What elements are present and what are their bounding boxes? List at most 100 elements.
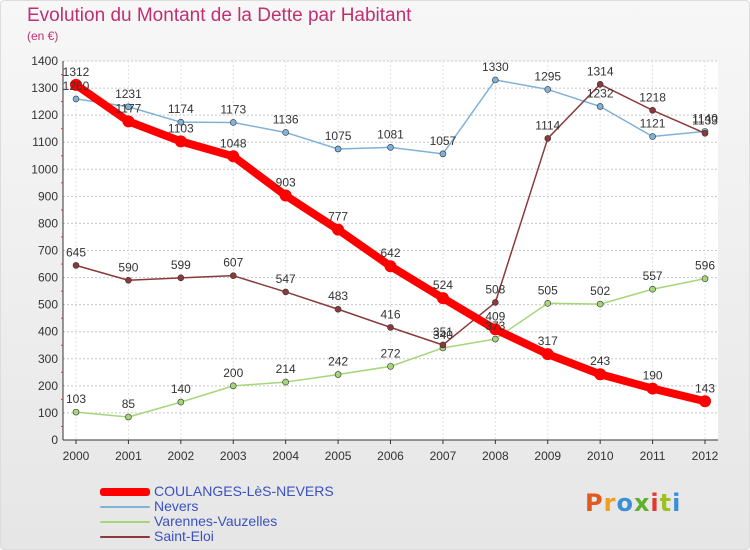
data-label: 373: [485, 319, 505, 333]
legend-label: Saint-Eloi: [154, 528, 214, 544]
series-point-1: [439, 150, 447, 158]
data-label: 243: [590, 354, 610, 368]
series-point-2: [177, 398, 185, 406]
series-point-0: [332, 223, 345, 236]
series-point-2: [282, 378, 289, 386]
series-point-0: [436, 292, 449, 305]
data-label: 1121: [640, 117, 666, 131]
x-tick-label: 2012: [692, 449, 719, 463]
data-label: 85: [122, 397, 136, 411]
data-label: 1218: [639, 90, 666, 104]
y-tick-label: 100: [38, 406, 58, 420]
series-point-0: [646, 382, 659, 395]
axes: 0 100 200 300 400 500 600 700 800 900 1000 1100 1200…: [31, 54, 718, 463]
data-label: 1173: [220, 102, 246, 116]
series-point-0: [279, 189, 292, 202]
series-point-2: [125, 413, 132, 421]
data-label: 242: [328, 354, 348, 368]
series-point-1: [177, 118, 185, 126]
series-point-1: [492, 76, 499, 84]
series-point-0: [122, 115, 135, 128]
series-point-3: [387, 324, 394, 331]
series-point-3: [439, 341, 447, 349]
brand-letter: i: [650, 489, 660, 517]
data-label: 557: [643, 269, 663, 283]
series-point-0: [594, 368, 607, 381]
data-label: 547: [276, 272, 296, 286]
series-point-0: [384, 260, 397, 273]
y-tick-label: 400: [38, 325, 58, 339]
data-label: 1260: [63, 79, 90, 93]
brand-letter: r: [603, 489, 617, 517]
series: [70, 76, 711, 421]
x-tick-label: 2002: [167, 449, 194, 463]
data-label: 524: [433, 278, 453, 292]
series-point-1: [229, 119, 237, 126]
data-label: 505: [538, 283, 558, 297]
legend-swatch: [100, 521, 150, 523]
data-label: 599: [171, 258, 191, 272]
brand-letter: i: [672, 489, 682, 517]
series-point-2: [701, 275, 709, 282]
x-tick-label: 2001: [115, 449, 142, 463]
data-label: 1232: [587, 86, 614, 100]
x-tick-label: 2007: [430, 449, 457, 463]
brand-letter: o: [616, 489, 634, 517]
data-label: 351: [433, 325, 453, 339]
y-tick-label: 1300: [31, 81, 58, 95]
series-point-2: [596, 300, 604, 308]
series-point-1: [544, 86, 552, 93]
data-label: 103: [66, 392, 86, 406]
y-tick-label: 200: [38, 379, 58, 393]
series-point-1: [125, 103, 132, 111]
legend-swatch: [100, 536, 150, 538]
series-point-3: [334, 305, 342, 313]
brand-letter: P: [585, 489, 604, 517]
x-tick-label: 2009: [534, 449, 561, 463]
data-label: 1081: [377, 127, 404, 141]
x-tick-label: 2003: [220, 449, 247, 463]
series-point-2: [492, 335, 499, 343]
data-label: 483: [328, 289, 348, 303]
series-point-1: [334, 145, 342, 153]
data-label: 1174: [168, 102, 194, 116]
series-point-3: [125, 276, 132, 284]
series-point-2: [387, 363, 394, 370]
data-label: 508: [485, 282, 505, 296]
y-tick-label: 900: [38, 189, 58, 203]
data-label: 200: [223, 366, 243, 380]
data-label: 140: [171, 382, 191, 396]
data-label: 1114: [535, 118, 560, 132]
data-label: 590: [118, 260, 138, 274]
series-point-2: [334, 371, 342, 378]
x-tick-label: 2011: [640, 449, 666, 463]
legend-swatch: [100, 506, 150, 508]
legend-label: COULANGES-LèS-NEVERS: [154, 483, 334, 499]
x-tick-label: 2008: [482, 449, 509, 463]
series-point-1: [282, 129, 289, 136]
series-point-3: [177, 274, 185, 282]
series-point-1: [649, 133, 656, 140]
data-label: 1136: [273, 112, 299, 126]
legend-label: Varennes-Vauzelles: [154, 513, 278, 529]
series-point-1: [72, 95, 80, 103]
data-label: 214: [276, 362, 296, 376]
legend-swatch: [100, 488, 150, 496]
legend-label: Nevers: [154, 498, 199, 514]
y-tick-label: 1100: [32, 135, 58, 149]
series-point-3: [701, 129, 709, 137]
data-label: 1312: [63, 65, 90, 79]
data-label: 1048: [220, 136, 247, 150]
data-label: 190: [643, 369, 663, 383]
x-tick-label: 2000: [63, 449, 90, 463]
data-label: 409: [485, 309, 505, 323]
data-label: 502: [590, 284, 610, 298]
y-tick-label: 700: [38, 244, 58, 258]
series-point-0: [70, 78, 82, 91]
series-point-0: [541, 348, 554, 361]
x-tick-label: 2010: [587, 449, 614, 463]
series-point-3: [544, 135, 552, 142]
series-point-0: [227, 150, 240, 163]
brand-letter: x: [633, 489, 651, 517]
